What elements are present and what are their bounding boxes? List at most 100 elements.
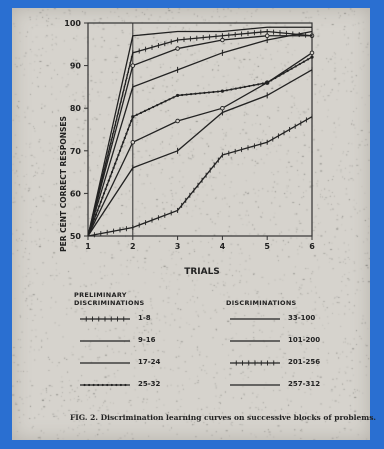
legend-item-25-32-swatch-hatch xyxy=(87,383,91,387)
series-25-32-hatch xyxy=(130,119,133,123)
series-101-200-point xyxy=(175,46,180,51)
legend-item-25-32-swatch-hatch xyxy=(92,383,95,387)
series-25-32-hatch xyxy=(243,85,246,88)
series-25-32-hatch xyxy=(274,76,277,80)
series-1-8-line xyxy=(87,116,313,237)
chart-plot-area xyxy=(87,26,315,238)
series-25-32-point xyxy=(220,89,224,93)
legend-item-1-8-swatch xyxy=(80,316,130,322)
series-25-32-point xyxy=(265,81,269,85)
legend-item-25-32-swatch-hatch xyxy=(124,383,127,387)
series-25-32-hatch xyxy=(203,91,206,94)
legend-item-33-100-swatch xyxy=(230,318,280,320)
series-9-16 xyxy=(87,66,313,237)
y-tick-label: 70 xyxy=(70,147,82,156)
series-25-32-hatch xyxy=(168,98,171,101)
series-25-32-hatch xyxy=(112,166,115,169)
series-25-32-hatch xyxy=(257,83,260,86)
legend-item-201-256-swatch xyxy=(230,360,280,366)
series-1-8 xyxy=(87,114,313,238)
series-25-32-hatch xyxy=(98,205,101,208)
series-25-32-hatch xyxy=(104,188,107,191)
series-17-24 xyxy=(87,50,315,237)
series-25-32-hatch xyxy=(94,213,98,216)
legend-item-25-32-label: 25-32 xyxy=(138,380,161,388)
series-25-32-hatch xyxy=(185,93,188,96)
legend-item-1-8-label: 1-8 xyxy=(138,314,151,322)
series-33-100-line xyxy=(87,30,313,237)
series-25-32-hatch xyxy=(152,105,155,109)
series-25-32-hatch xyxy=(278,74,281,77)
legend-item-33-100: 33-100 xyxy=(226,313,356,325)
series-25-32-hatch xyxy=(128,124,131,127)
series-25-32-hatch xyxy=(252,84,255,87)
y-tick-label: 80 xyxy=(70,104,82,113)
series-25-32-hatch xyxy=(239,86,242,89)
legend-item-33-100-label: 33-100 xyxy=(288,314,316,322)
line-chart: 50 60 70 80 90 100 1 2 3 4 5 6 PER CENT CORRECT RES… xyxy=(59,19,315,277)
series-25-32-hatch xyxy=(96,209,99,212)
legend-header-discriminations: DISCRIMINATIONS xyxy=(226,299,297,307)
series-9-16-line xyxy=(87,69,313,237)
series-25-32-hatch xyxy=(115,158,118,161)
legend-item-9-16-swatch xyxy=(80,340,130,342)
series-25-32-hatch xyxy=(147,107,151,111)
series-201-256 xyxy=(87,29,313,237)
chart-axes: 50 60 70 80 90 100 1 2 3 4 5 6 xyxy=(64,19,315,251)
series-25-32-hatch xyxy=(212,90,215,94)
legend-item-25-32-swatch-hatch xyxy=(97,383,100,387)
y-tick-label: 100 xyxy=(64,19,81,28)
legend-item-9-16-label: 9-16 xyxy=(138,336,156,344)
series-25-32-hatch xyxy=(216,90,220,93)
y-axis-label: PER CENT CORRECT RESPONSES xyxy=(59,116,68,252)
series-25-32-hatch xyxy=(180,93,184,97)
x-tick-label: 6 xyxy=(309,242,315,251)
series-25-32-hatch xyxy=(286,69,289,73)
series-25-32-hatch xyxy=(114,162,117,165)
series-17-24-point xyxy=(309,50,315,56)
series-25-32-hatch xyxy=(302,60,305,63)
series-25-32-hatch xyxy=(194,92,197,95)
series-25-32-hatch xyxy=(126,128,130,131)
legend-item-25-32-swatch-hatch xyxy=(101,383,104,387)
legend-item-257-312: 257-312 xyxy=(226,379,356,391)
series-25-32-hatch xyxy=(102,192,106,195)
scanned-page: 50 60 70 80 90 100 1 2 3 4 5 6 PER CENT CORRECT RES… xyxy=(12,8,376,440)
legend-item-17-24: 17-24 xyxy=(76,357,206,369)
series-25-32-hatch xyxy=(106,183,109,186)
scan-noise xyxy=(12,8,370,440)
x-tick-label: 4 xyxy=(220,242,226,251)
series-25-32-hatch xyxy=(156,104,159,107)
x-axis-label: TRIALS xyxy=(184,267,220,277)
series-25-32-hatch xyxy=(198,92,202,95)
series-257-312 xyxy=(87,26,312,237)
caption-lead: FIG. 2. xyxy=(69,413,98,422)
series-17-24-point xyxy=(220,105,225,111)
legend-item-25-32-swatch-hatch xyxy=(119,383,123,387)
legend-item-25-32-swatch-hatch xyxy=(115,383,118,387)
series-25-32-hatch xyxy=(107,179,110,182)
series-25-32-point xyxy=(131,115,135,119)
series-25-32-hatch xyxy=(117,153,120,157)
series-25-32-hatch xyxy=(160,102,163,105)
plot-frame xyxy=(87,22,313,237)
series-25-32-point xyxy=(310,55,314,59)
series-25-32-hatch xyxy=(225,89,228,92)
legend-item-25-32-swatch xyxy=(80,383,130,387)
figure-caption: FIG. 2. Discrimination learning curves o… xyxy=(68,413,378,422)
series-25-32 xyxy=(87,55,314,237)
legend-header-discriminations-text: DISCRIMINATIONS xyxy=(226,299,297,307)
series-25-32-hatch xyxy=(172,96,175,99)
legend-header-preliminary: PRELIMINARY DISCRIMINATIONS xyxy=(74,291,145,307)
series-25-32-hatch xyxy=(207,91,211,94)
series-101-200-point xyxy=(264,33,270,39)
series-25-32-point xyxy=(176,93,180,98)
caption-text: Discrimination learning curves on succes… xyxy=(100,413,377,422)
legend-item-201-256-label: 201-256 xyxy=(288,358,321,366)
series-101-200-point xyxy=(220,37,225,43)
series-17-24-point xyxy=(130,140,136,145)
series-25-32-hatch xyxy=(120,145,123,148)
x-tick-label: 5 xyxy=(264,242,270,251)
series-25-32-hatch xyxy=(290,67,293,70)
series-25-32-hatch xyxy=(143,109,147,113)
